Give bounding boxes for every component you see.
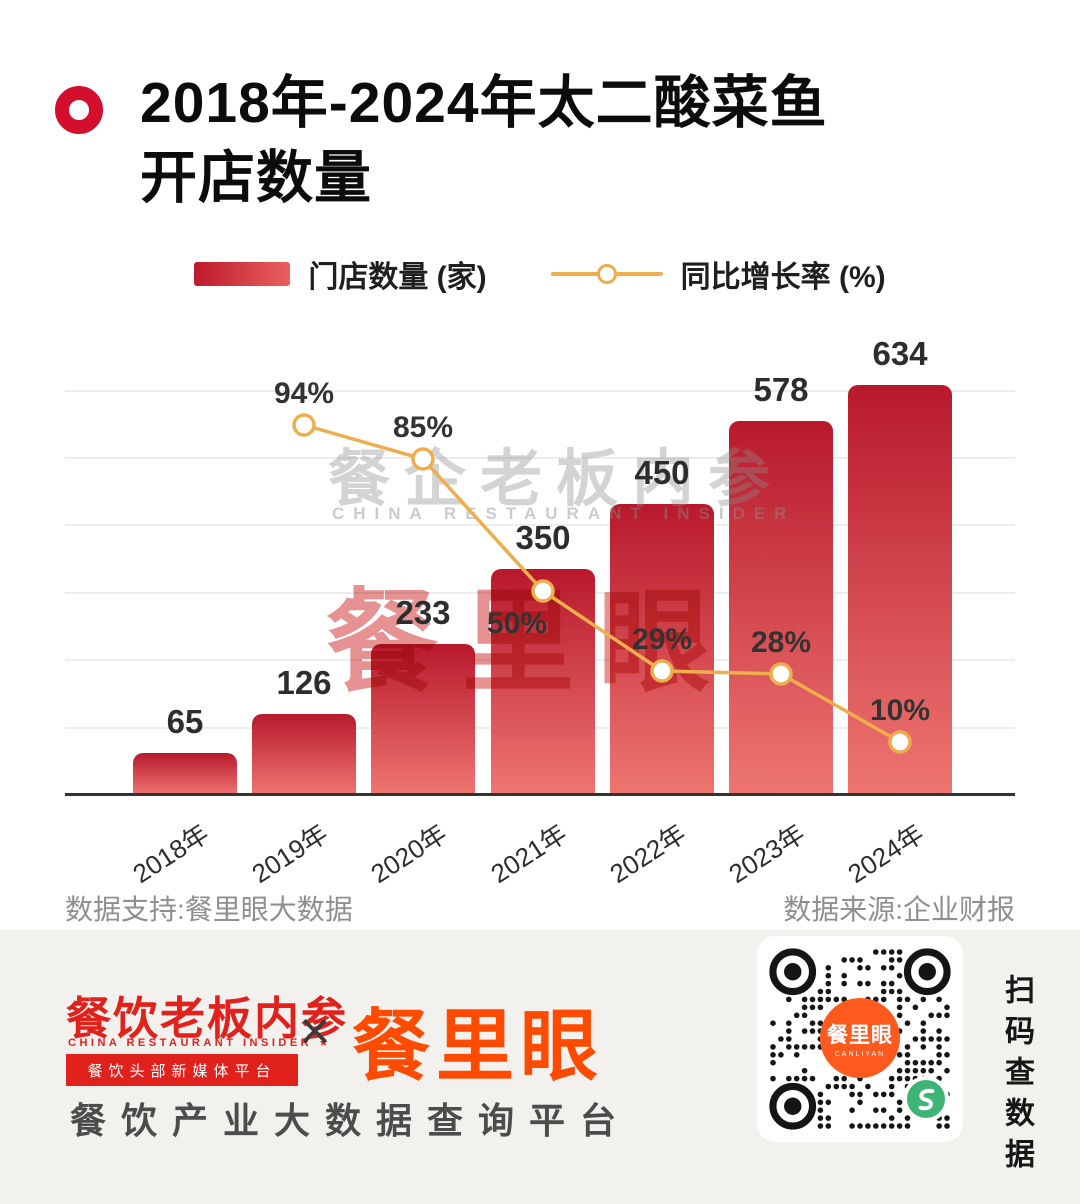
- bullet-ring-icon: [55, 86, 103, 134]
- qr-pattern: [769, 948, 951, 1130]
- data-source-note: 数据来源:企业财报: [783, 894, 1015, 925]
- page-title: 2018年-2024年太二酸菜鱼 开店数量: [140, 66, 828, 216]
- x-axis-label: 2022年: [604, 818, 692, 890]
- publisher-tagline-badge: 餐饮头部新媒体平台: [66, 1054, 298, 1086]
- qr-code[interactable]: 餐里眼 CANLIYAN: [757, 936, 963, 1142]
- growth-rate-label: 28%: [750, 626, 812, 659]
- data-support-note: 数据支持:餐里眼大数据: [65, 894, 353, 925]
- bar-2024年: [848, 385, 952, 795]
- legend-item-line: 同比增长率 (%): [550, 252, 886, 296]
- legend-line-label: 同比增长率 (%): [680, 261, 886, 294]
- publisher-logo-en: CHINA RESTAURANT INSIDER ★: [68, 1037, 333, 1049]
- gridline: [65, 390, 1015, 392]
- bar-value-label: 65: [166, 703, 204, 740]
- bar-2018年: [133, 753, 237, 795]
- platform-tagline: 餐饮产业大数据查询平台: [70, 1100, 632, 1141]
- title-line-1: 2018年-2024年太二酸菜鱼: [140, 71, 828, 135]
- line-marker-icon: [550, 262, 663, 286]
- chart-legend: 门店数量 (家) 同比增长率 (%): [0, 252, 1080, 296]
- growth-rate-label: 10%: [869, 694, 931, 727]
- brand-logo: 餐里眼: [352, 1002, 605, 1090]
- bar-value-label: 450: [634, 454, 690, 491]
- collab-x-separator: ×: [299, 1001, 331, 1061]
- bar-swatch-icon: [194, 262, 291, 286]
- bar-value-label: 350: [515, 519, 571, 556]
- bar-value-label: 233: [395, 594, 451, 631]
- bar-value-label: 578: [753, 371, 809, 408]
- publisher-logo: 餐饮老板内参: [66, 993, 349, 1044]
- x-axis-line: [65, 793, 1015, 796]
- x-axis-label: 2021年: [485, 818, 573, 890]
- bar-value-label: 126: [276, 664, 332, 701]
- legend-bars-label: 门店数量 (家): [308, 261, 487, 294]
- scan-hint-text: 扫码查数据: [1000, 974, 1033, 1179]
- bar-2019年: [252, 714, 356, 795]
- wechat-icon: [903, 1076, 949, 1122]
- growth-rate-label: 50%: [486, 607, 548, 640]
- title-line-2: 开店数量: [140, 146, 372, 211]
- x-axis-label: 2020年: [365, 818, 453, 890]
- bar-value-label: 634: [872, 335, 928, 372]
- growth-rate-label: 94%: [273, 377, 335, 410]
- growth-rate-label: 29%: [631, 623, 693, 656]
- qr-center-logo: 餐里眼 CANLIYAN: [820, 998, 900, 1078]
- growth-rate-label: 85%: [392, 411, 454, 444]
- legend-item-bars: 门店数量 (家): [194, 252, 487, 296]
